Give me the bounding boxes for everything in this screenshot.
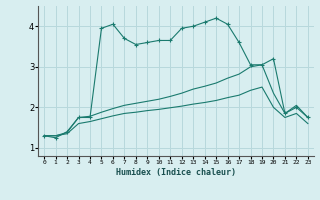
X-axis label: Humidex (Indice chaleur): Humidex (Indice chaleur) [116,168,236,177]
